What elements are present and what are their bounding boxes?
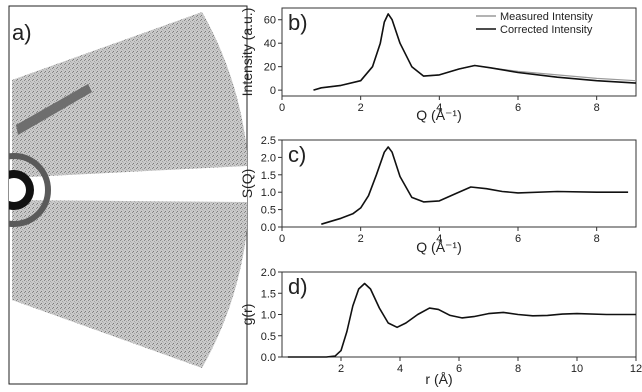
series-corrected-intensity: [313, 13, 637, 91]
panel-label: d): [288, 274, 308, 299]
x-tick-label: 12: [630, 363, 642, 375]
y-tick-label: 1.5: [261, 170, 276, 182]
x-tick-label: 2: [358, 102, 364, 114]
x-tick-label: 2: [338, 363, 344, 375]
y-axis-label: S(Q): [239, 169, 255, 199]
detector-image-panel: a): [8, 5, 248, 385]
y-tick-label: 0.5: [261, 205, 276, 217]
x-tick-label: 6: [456, 363, 462, 375]
x-tick-label: 8: [515, 363, 521, 375]
y-tick-label: 40: [264, 38, 276, 50]
series-line: [287, 282, 636, 358]
chart-d: 2 4 6 8 10 12 0.0 0.5 1.0 1.5 2.0 r (Å) g(r) d): [239, 267, 642, 387]
x-tick-label: 10: [571, 363, 583, 375]
x-tick-label: 4: [436, 102, 442, 114]
beam-center: [9, 178, 26, 202]
x-tick-label: 8: [594, 233, 600, 245]
x-tick-label: 2: [358, 233, 364, 245]
chart-c: 0 2 4 6 8 0.0 0.5 1.0 1.5 2.0 2.5 Q (Å⁻¹) S(Q) c): [239, 135, 637, 255]
panel-label-a: a): [12, 20, 32, 45]
x-tick-label: 4: [397, 363, 403, 375]
y-tick-label: 0: [270, 85, 276, 97]
y-tick-label: 2.0: [261, 267, 276, 279]
panel-label: b): [288, 10, 308, 35]
y-tick-label: 0.0: [261, 352, 276, 364]
beam-ring-outer: [9, 153, 51, 227]
plot-frame: [281, 139, 637, 228]
panel-label: c): [288, 142, 306, 167]
x-tick-label: 8: [594, 102, 600, 114]
x-axis-label: Q (Å⁻¹): [416, 107, 462, 123]
y-tick-label: 1.0: [261, 310, 276, 322]
x-tick-label: 0: [279, 233, 285, 245]
chart-b: 0 2 4 6 8 0 20 40 60 Q (Å⁻¹) Intensity (a.u.) b) Mea…: [239, 7, 637, 123]
x-tick-label: 4: [436, 233, 442, 245]
x-axis-label: Q (Å⁻¹): [416, 239, 462, 255]
legend-entry: Measured Intensity: [500, 11, 593, 23]
y-tick-label: 1.5: [261, 288, 276, 300]
y-axis-label: Intensity (a.u.): [239, 8, 255, 97]
series-line: [321, 146, 629, 225]
beamstop-gap: [9, 166, 247, 202]
x-tick-label: 0: [279, 102, 285, 114]
y-tick-label: 60: [264, 15, 276, 27]
streak: [16, 84, 92, 135]
x-tick-label: 6: [515, 102, 521, 114]
y-tick-label: 2.0: [261, 152, 276, 164]
legend-entry: Corrected Intensity: [500, 24, 593, 36]
x-tick-label: 6: [515, 233, 521, 245]
plot-frame: [281, 7, 637, 97]
y-tick-label: 0.0: [261, 222, 276, 234]
y-tick-label: 1.0: [261, 187, 276, 199]
y-tick-label: 20: [264, 62, 276, 74]
y-axis-label: g(r): [239, 304, 255, 326]
y-tick-label: 2.5: [261, 135, 276, 147]
y-tick-label: 0.5: [261, 331, 276, 343]
x-axis-label: r (Å): [425, 371, 452, 387]
